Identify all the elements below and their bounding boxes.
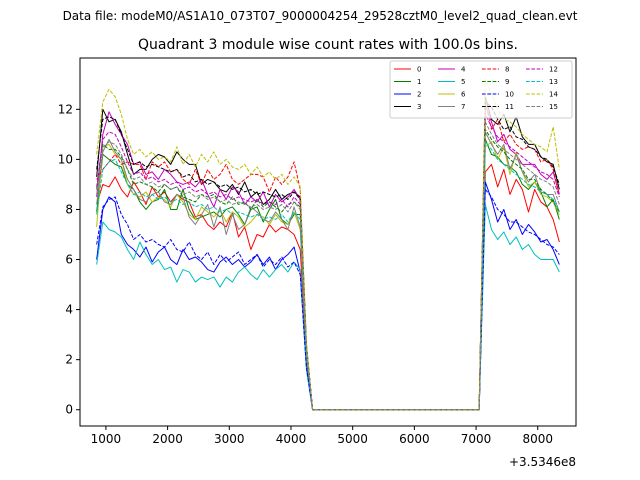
y-tick-label: 10 [58,152,73,166]
x-tick-label: 7000 [461,432,492,446]
x-tick-label: 8000 [522,432,553,446]
series-line-10 [96,188,560,411]
legend-frame [389,60,573,119]
y-tick-label: 2 [65,353,73,367]
y-tick-label: 0 [65,403,73,417]
y-tick-label: 6 [65,253,73,267]
x-tick-label: 1000 [91,432,122,446]
legend-label-4: 4 [461,66,466,74]
legend-label-8: 8 [505,66,509,74]
suptitle: Data file: modeM0/AS1A10_073T07_90000042… [63,9,578,23]
y-tick-label: 8 [65,202,73,216]
legend-label-0: 0 [417,66,421,74]
axis-ticks: 1000 2000 3000 4000 5000 6000 7000 8000 0 2 4 6 8 10 1… [58,102,553,446]
legend-label-10: 10 [505,91,514,99]
plot-area [96,78,560,411]
legend-label-7: 7 [461,103,465,111]
legend-label-3: 3 [417,103,421,111]
x-tick-label: 6000 [399,432,430,446]
legend-label-13: 13 [549,78,558,86]
x-tick-label: 2000 [152,432,183,446]
y-tick-label: 4 [65,303,73,317]
legend-label-5: 5 [461,78,465,86]
legend-label-11: 11 [505,103,514,111]
legend-label-1: 1 [417,78,421,86]
series-line-15 [96,121,560,411]
y-tick-label: 12 [58,102,73,116]
legend-label-2: 2 [417,91,421,99]
legend-label-15: 15 [549,103,558,111]
legend-label-9: 9 [505,78,509,86]
x-tick-label: 5000 [337,432,368,446]
legend-label-12: 12 [549,66,558,74]
x-tick-label: 3000 [214,432,245,446]
chart-title: Quadrant 3 module wise count rates with … [138,37,518,53]
legend-label-14: 14 [549,91,558,99]
legend-label-6: 6 [461,91,466,99]
axes-frame [79,57,577,427]
x-offset-label: +3.5346e8 [509,455,576,469]
x-tick-label: 4000 [276,432,307,446]
